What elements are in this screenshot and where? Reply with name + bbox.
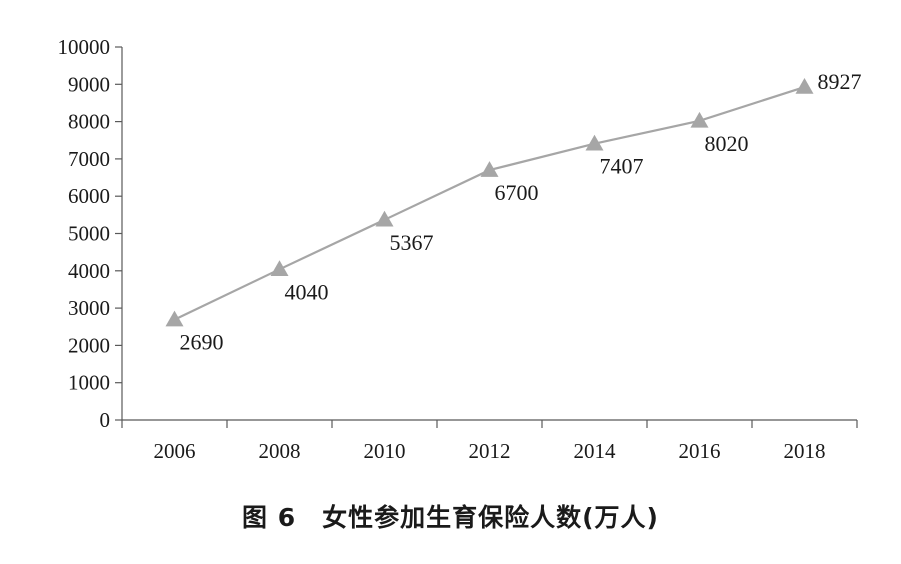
data-label: 4040 xyxy=(285,279,329,304)
y-tick-label: 5000 xyxy=(68,222,110,246)
data-point-triangle xyxy=(165,310,184,327)
y-tick-label: 9000 xyxy=(68,72,110,96)
data-point-triangle xyxy=(795,78,814,94)
series-line xyxy=(174,85,805,321)
y-tick-label: 6000 xyxy=(68,184,110,208)
data-point-triangle xyxy=(375,210,394,227)
y-tick-label: 1000 xyxy=(68,371,110,395)
x-tick-label: 2016 xyxy=(679,439,721,463)
data-point-triangle xyxy=(480,161,499,177)
x-tick-label: 2008 xyxy=(259,439,301,463)
data-point-triangle xyxy=(690,111,709,128)
data-point-triangle xyxy=(585,134,604,151)
data-label: 2690 xyxy=(180,330,224,355)
axes xyxy=(121,47,857,421)
x-tick-label: 2010 xyxy=(364,439,406,463)
x-axis-ticks: 2006 2008 2010 2012 2014 2016 2018 xyxy=(121,420,858,463)
data-label: 8020 xyxy=(705,131,749,156)
x-tick-label: 2006 xyxy=(154,439,196,463)
x-tick-label: 2014 xyxy=(574,439,617,463)
data-label: 6700 xyxy=(495,180,539,205)
data-label: 7407 xyxy=(600,154,644,179)
data-labels: 2690 4040 5367 6700 7407 8020 8927 xyxy=(180,69,862,355)
x-tick-label: 2012 xyxy=(469,439,511,463)
line-chart: 0 1000 2000 3000 4000 5000 6000 7000 8000 9000 100… xyxy=(58,35,862,463)
x-tick-label: 2018 xyxy=(784,439,826,463)
data-label: 8927 xyxy=(818,69,862,94)
y-tick-label: 10000 xyxy=(58,35,111,59)
series-group xyxy=(165,78,814,327)
y-tick-label: 7000 xyxy=(68,147,110,171)
y-tick-label: 3000 xyxy=(68,296,110,320)
chart-title: 图 6 女性参加生育保险人数(万人) xyxy=(242,503,659,532)
y-tick-label: 2000 xyxy=(68,333,110,357)
y-tick-label: 0 xyxy=(100,408,111,432)
y-axis-ticks: 0 1000 2000 3000 4000 5000 6000 7000 8000 9000 100… xyxy=(58,35,122,432)
y-tick-label: 8000 xyxy=(68,110,110,134)
y-tick-label: 4000 xyxy=(68,259,110,283)
data-label: 5367 xyxy=(390,230,434,255)
data-point-triangle xyxy=(270,260,289,277)
